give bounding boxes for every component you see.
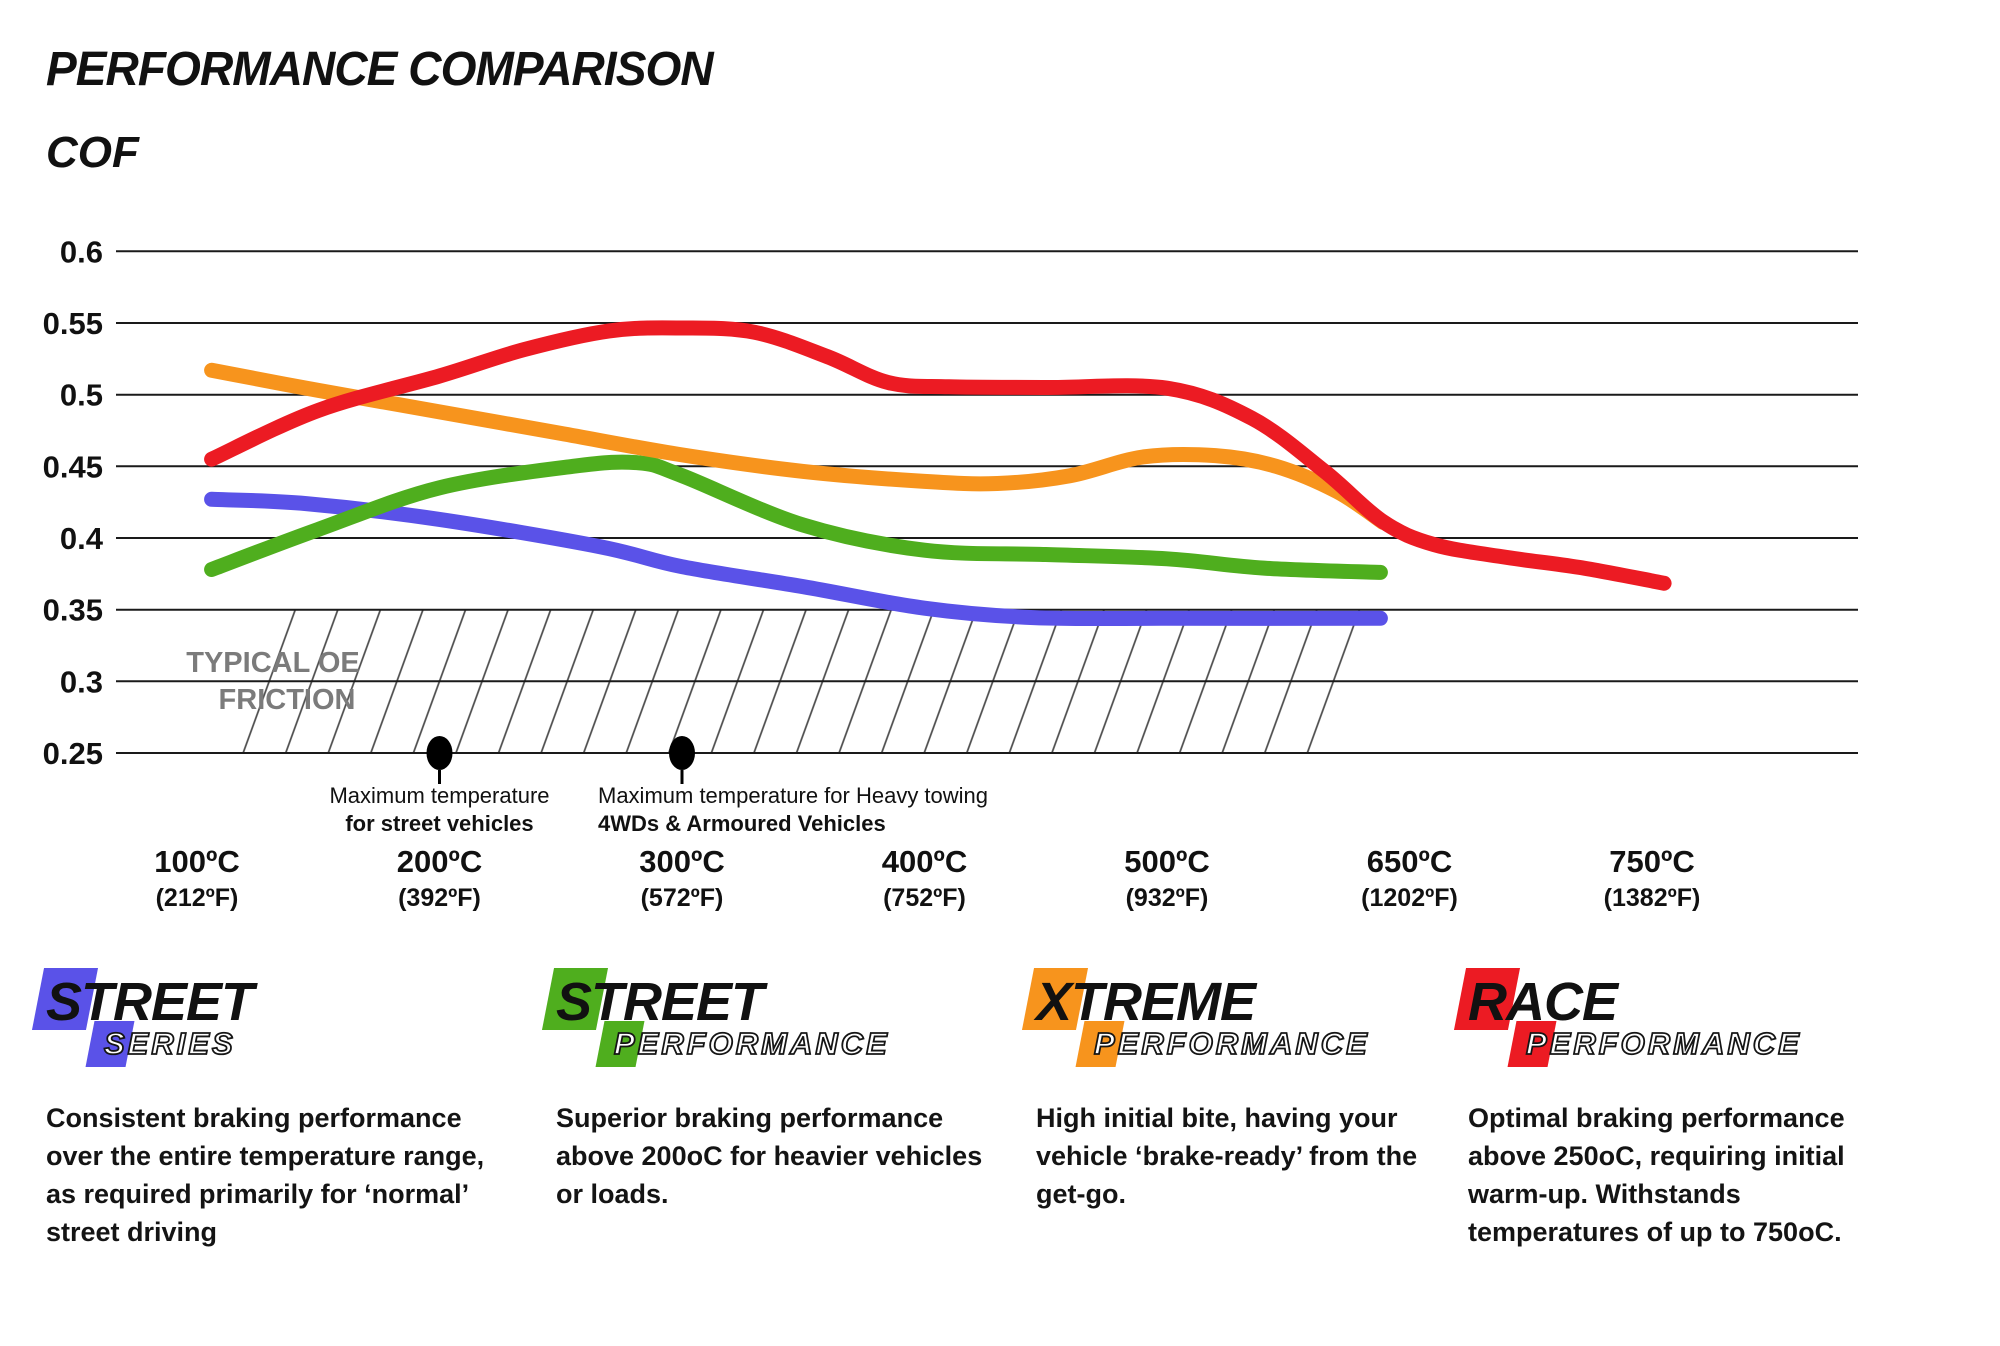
annotation-line2: for street vehicles bbox=[345, 811, 533, 836]
x-tick-fahrenheit: (752ºF) bbox=[883, 884, 966, 912]
annotation-line1: Maximum temperature bbox=[329, 783, 549, 808]
street-series-logo: STREET SERIES bbox=[31, 968, 506, 1083]
logo-sub-word: SERIES bbox=[103, 1026, 236, 1062]
logo-sub-word: PERFORMANCE bbox=[1093, 1026, 1370, 1062]
line-race-performance bbox=[204, 320, 1672, 591]
legend-item-race-performance: RACE PERFORMANCE Optimal braking perform… bbox=[1453, 968, 1908, 1251]
y-tick-label: 0.35 bbox=[43, 593, 103, 628]
x-tick-fahrenheit: (1382ºF) bbox=[1604, 884, 1701, 912]
y-axis-title: COF bbox=[46, 128, 139, 177]
y-tick-label: 0.55 bbox=[43, 306, 103, 341]
annotation-line1: Maximum temperature for Heavy towing bbox=[598, 783, 988, 808]
logo-sub-word: PERFORMANCE bbox=[613, 1026, 890, 1062]
xtreme-performance-logo: XTREME PERFORMANCE bbox=[1021, 968, 1426, 1083]
x-tick-celsius: 500ºC bbox=[1124, 844, 1209, 879]
x-tick-celsius: 300ºC bbox=[639, 844, 724, 879]
y-tick-label: 0.4 bbox=[60, 521, 104, 556]
max-temperature-marker bbox=[669, 736, 695, 770]
line-street-series bbox=[204, 491, 1388, 627]
legend-item-street-performance: STREET PERFORMANCE Superior braking perf… bbox=[541, 968, 1011, 1213]
y-tick-label: 0.6 bbox=[60, 234, 103, 269]
legend-description: Consistent braking performance over the … bbox=[46, 1103, 485, 1247]
street-performance-logo: STREET PERFORMANCE bbox=[541, 968, 1011, 1083]
annotation-line2: 4WDs & Armoured Vehicles bbox=[598, 811, 886, 836]
logo-main-word: STREET bbox=[556, 972, 764, 1032]
legend-item-street-series: STREET SERIES Consistent braking perform… bbox=[31, 968, 506, 1251]
oe-band-label: FRICTION bbox=[219, 684, 356, 716]
logo-main-word: RACE bbox=[1468, 972, 1618, 1032]
y-tick-label: 0.5 bbox=[60, 378, 103, 413]
legend-item-xtreme-performance: XTREME PERFORMANCE High initial bite, ha… bbox=[1021, 968, 1426, 1213]
page-title: PERFORMANCE COMPARISON bbox=[46, 43, 714, 96]
line-xtreme-performance bbox=[204, 362, 1391, 530]
cof-temperature-line-chart: 0.6 0.55 0.5 0.45 0.4 0.35 0.3 0.25 TYPICAL OE FR… bbox=[43, 234, 1858, 912]
x-tick-fahrenheit: (572ºF) bbox=[641, 884, 724, 912]
x-tick-celsius: 100ºC bbox=[154, 844, 239, 879]
x-tick-fahrenheit: (932ºF) bbox=[1126, 884, 1209, 912]
line-street-performance bbox=[204, 454, 1388, 580]
x-tick-celsius: 750ºC bbox=[1609, 844, 1694, 879]
y-tick-label: 0.25 bbox=[43, 736, 103, 771]
x-tick-fahrenheit: (392ºF) bbox=[398, 884, 481, 912]
max-temperature-marker bbox=[426, 736, 453, 770]
legend-description: High initial bite, having your vehicle ‘… bbox=[1036, 1103, 1418, 1209]
logo-sub-word: PERFORMANCE bbox=[1525, 1026, 1802, 1062]
x-tick-celsius: 200ºC bbox=[397, 844, 482, 879]
legend-description: Optimal braking performance above 250oC,… bbox=[1468, 1103, 1845, 1247]
x-tick-celsius: 400ºC bbox=[882, 844, 967, 879]
logo-main-word: XTREME bbox=[1036, 972, 1256, 1032]
oe-band-label: TYPICAL OE bbox=[186, 647, 360, 679]
x-tick-fahrenheit: (212ºF) bbox=[156, 884, 239, 912]
y-tick-label: 0.3 bbox=[60, 664, 103, 699]
logo-main-word: STREET bbox=[46, 972, 254, 1032]
legend-description: Superior braking performance above 200oC… bbox=[556, 1103, 983, 1209]
race-performance-logo: RACE PERFORMANCE bbox=[1453, 968, 1908, 1083]
legend: STREET SERIES Consistent braking perform… bbox=[0, 968, 2000, 1335]
y-tick-label: 0.45 bbox=[43, 449, 103, 484]
x-tick-fahrenheit: (1202ºF) bbox=[1361, 884, 1458, 912]
x-tick-celsius: 650ºC bbox=[1367, 844, 1452, 879]
